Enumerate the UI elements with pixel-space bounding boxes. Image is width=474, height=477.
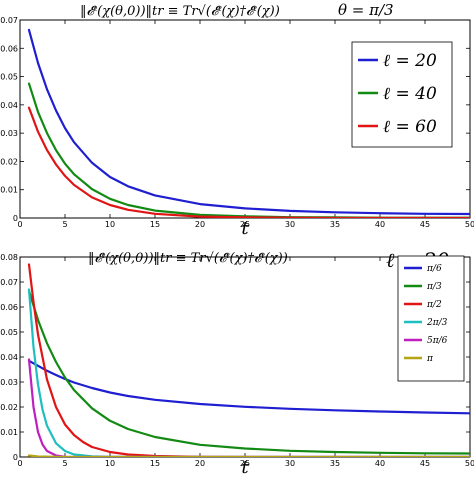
series-line (27, 28, 470, 216)
y-tick-label: 0.04 (0, 101, 18, 110)
legend-label: 5π/6 (427, 336, 448, 346)
legend-box (397, 255, 465, 382)
x-tick-label: 20 (195, 220, 205, 229)
legend-label: ℓ = 20 (383, 51, 437, 71)
x-tick-label: 50 (465, 220, 474, 229)
x-axis-label: t (241, 457, 249, 477)
legend-label: π/2 (426, 300, 442, 310)
x-tick-label: 10 (105, 220, 115, 229)
x-tick-label: 40 (375, 220, 385, 229)
series-line (27, 454, 470, 457)
x-tick-label: 15 (150, 459, 160, 468)
legend-label: ℓ = 60 (383, 117, 437, 137)
y-tick-label: 0 (13, 453, 18, 462)
x-tick-label: 30 (285, 459, 295, 468)
series-line (27, 359, 470, 415)
legend-label: ℓ = 40 (383, 84, 437, 104)
chart-title: ‖𝓔ᵗ(χ(θ,0))‖tr ≡ Tr√(𝓔ᵗ(χ)†𝓔ᵗ(χ)) (80, 4, 280, 19)
y-tick-label: 0 (13, 214, 18, 223)
chart-1: ‖𝓔ᵗ(χ(θ,0))‖tr ≡ Tr√(𝓔ᵗ(χ)†𝓔ᵗ(χ)) θ = π/3… (0, 1, 474, 239)
x-tick-label: 35 (330, 220, 340, 229)
chart-subtitle: θ = π/3 (338, 1, 394, 19)
series-line (27, 106, 470, 218)
series-line (27, 289, 470, 455)
y-tick-label: 0.02 (0, 157, 18, 166)
legend: ℓ = 20 ℓ = 40 ℓ = 60 (351, 41, 453, 148)
legend-label: 2π/3 (426, 318, 448, 328)
series-lines (27, 263, 470, 457)
x-tick-label: 45 (420, 220, 430, 229)
y-tick-label: 0.07 (0, 278, 18, 287)
y-tick-label: 0.01 (0, 186, 18, 195)
chart-title: ‖𝓔ᵗ(χ(θ,0))‖tr ≡ Tr√(𝓔ᵗ(χ)†𝓔ᵗ(χ)) (88, 251, 288, 266)
x-tick-label: 35 (330, 459, 340, 468)
legend-label: π/3 (426, 282, 442, 292)
y-tick-label: 0.05 (0, 328, 18, 337)
x-tick-label: 25 (240, 459, 250, 468)
y-tick-label: 0.07 (0, 16, 18, 25)
y-tick-label: 0.05 (0, 73, 18, 82)
y-tick-label: 0.03 (0, 378, 18, 387)
y-tick-label: 0.06 (0, 44, 18, 53)
x-tick-label: 5 (62, 459, 67, 468)
y-tick-label: 0.03 (0, 129, 18, 138)
x-tick-label: 5 (62, 220, 67, 229)
y-tick-label: 0.02 (0, 403, 18, 412)
x-tick-label: 0 (17, 220, 22, 229)
x-tick-label: 20 (195, 459, 205, 468)
x-tick-label: 40 (375, 459, 385, 468)
y-tick-label: 0.04 (0, 353, 18, 362)
y-tick-label: 0.06 (0, 303, 18, 312)
chart-2: ‖𝓔ᵗ(χ(θ,0))‖tr ≡ Tr√(𝓔ᵗ(χ)†𝓔ᵗ(χ))ℓ = 200… (0, 248, 474, 477)
legend-label: π (426, 354, 434, 364)
x-tick-label: 0 (17, 459, 22, 468)
series-lines (27, 28, 470, 218)
x-tick-label: 10 (105, 459, 115, 468)
legend: π/6 π/3 π/2 2π/3 5π/6 π (397, 255, 465, 382)
x-tick-label: 50 (465, 459, 474, 468)
x-tick-label: 25 (240, 220, 250, 229)
legend-label: π/6 (426, 264, 442, 274)
x-tick-label: 15 (150, 220, 160, 229)
y-tick-label: 0.01 (0, 428, 18, 437)
x-axis-label: t (241, 218, 249, 239)
x-tick-label: 45 (420, 459, 430, 468)
y-tick-label: 0.08 (0, 253, 18, 262)
x-tick-label: 30 (285, 220, 295, 229)
